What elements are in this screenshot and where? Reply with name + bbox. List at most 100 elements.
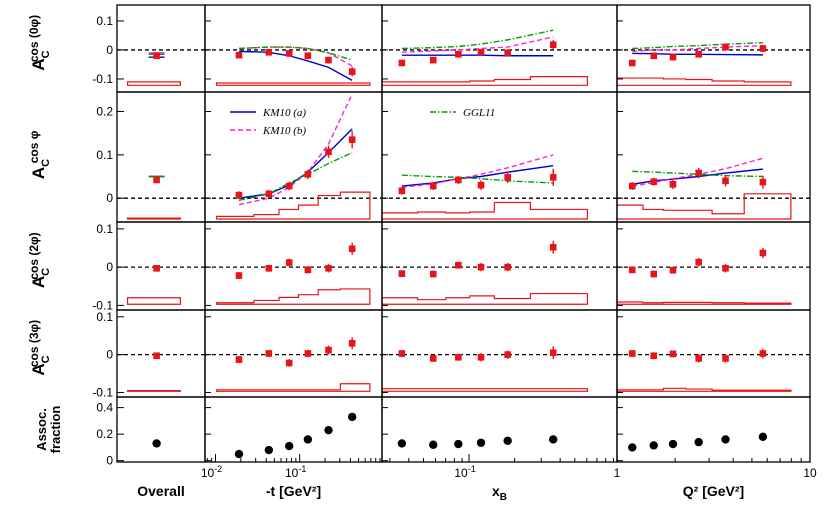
legend-label-km10a: KM10 (a)	[262, 107, 306, 119]
data-point	[549, 174, 557, 181]
y-axis-label: ACcos (3φ)	[27, 320, 52, 376]
data-point	[759, 45, 767, 52]
x-axis-label: xB	[492, 483, 507, 503]
data-point	[694, 437, 703, 447]
data-point	[504, 351, 511, 358]
row-label-2: ACcos (2φ)	[27, 232, 52, 288]
x-tick-label: 10-1	[454, 464, 475, 480]
data-point	[153, 176, 160, 184]
panel-frame	[381, 221, 618, 311]
data-point	[348, 68, 356, 75]
curve-ggl11	[238, 152, 353, 202]
data-point	[429, 355, 437, 362]
panel-2-overall	[117, 264, 205, 305]
systematic-band	[126, 217, 181, 220]
data-point	[454, 439, 463, 449]
panel-1-overall	[117, 175, 205, 220]
x-tick-label: 10	[803, 466, 817, 480]
data-point	[722, 43, 729, 51]
panel-2-xb	[382, 240, 617, 305]
data-point	[504, 263, 511, 271]
data-point	[235, 272, 243, 279]
panel-0-t	[205, 46, 382, 86]
panel-frame	[116, 309, 206, 398]
panel-4-q2	[628, 432, 768, 452]
panel-frame	[381, 309, 618, 398]
data-point	[285, 50, 293, 57]
row-label-assoc: Assoc. fraction	[34, 406, 63, 454]
data-point	[722, 264, 729, 272]
y-axis-label: ACcos (0φ)	[27, 15, 52, 71]
data-point	[549, 435, 558, 444]
data-point	[455, 353, 462, 361]
curve-km10a	[632, 52, 763, 56]
panel-4-overall	[152, 439, 161, 448]
data-point	[265, 48, 273, 56]
data-point	[285, 259, 293, 266]
y-tick-label: 0	[106, 454, 113, 468]
panel-0-xb	[382, 29, 617, 86]
data-point	[628, 266, 636, 274]
panel-frame	[616, 309, 811, 398]
panel-3-overall	[117, 352, 205, 392]
data-point	[649, 441, 658, 450]
data-point	[695, 258, 702, 266]
y-tick-label: 0.1	[96, 148, 113, 162]
systematic-band	[382, 292, 588, 305]
data-point	[669, 266, 677, 274]
panel-1-t	[205, 93, 382, 220]
data-point	[455, 261, 462, 269]
data-point	[669, 350, 677, 358]
data-point	[455, 51, 462, 58]
data-point	[695, 169, 702, 177]
data-point	[285, 182, 293, 190]
data-point	[235, 51, 243, 59]
systematic-band	[126, 297, 181, 305]
data-point	[304, 266, 312, 274]
data-point	[429, 56, 437, 64]
data-point	[153, 264, 160, 272]
data-point	[504, 174, 511, 181]
legend-label-km10b: KM10 (b)	[262, 125, 306, 137]
y-tick-label: 0	[106, 191, 113, 205]
x-axis-label: Overall	[137, 483, 184, 499]
data-point	[504, 49, 511, 57]
data-point	[759, 249, 767, 257]
data-point	[721, 435, 730, 444]
row-label-1: ACcos φ	[27, 130, 52, 179]
data-point	[722, 355, 729, 362]
data-point	[284, 441, 294, 451]
systematic-band	[617, 301, 792, 305]
panel-0-overall	[117, 49, 205, 86]
data-point	[477, 48, 485, 56]
curve-ggl11	[632, 42, 763, 50]
systematic-band	[215, 383, 371, 392]
data-point	[429, 270, 437, 278]
data-point	[758, 432, 768, 441]
data-point	[722, 177, 729, 185]
data-point	[650, 270, 658, 278]
panel-4-t	[234, 412, 357, 459]
systematic-band	[382, 388, 588, 392]
curve-km10b	[401, 154, 554, 189]
y-axis-label: Assoc.	[34, 408, 49, 451]
data-point	[264, 445, 274, 455]
data-point	[628, 443, 637, 452]
panel-frame	[616, 91, 811, 223]
data-point	[669, 53, 677, 61]
panel-frame	[381, 396, 618, 463]
data-point	[303, 435, 313, 444]
data-point	[398, 270, 406, 277]
data-point	[477, 181, 485, 189]
systematic-band	[382, 201, 588, 220]
panel-3-xb	[382, 346, 617, 392]
data-point	[325, 148, 332, 156]
row-label-3: ACcos (3φ)	[27, 320, 52, 376]
y-tick-label: 0.1	[96, 14, 113, 28]
curve-km10a	[238, 50, 353, 82]
curve-km10a	[401, 164, 554, 187]
data-point	[265, 350, 273, 357]
y-tick-label: 0.2	[96, 105, 113, 119]
x-axis-label: Q² [GeV²]	[683, 483, 744, 499]
panel-frame	[116, 396, 206, 463]
